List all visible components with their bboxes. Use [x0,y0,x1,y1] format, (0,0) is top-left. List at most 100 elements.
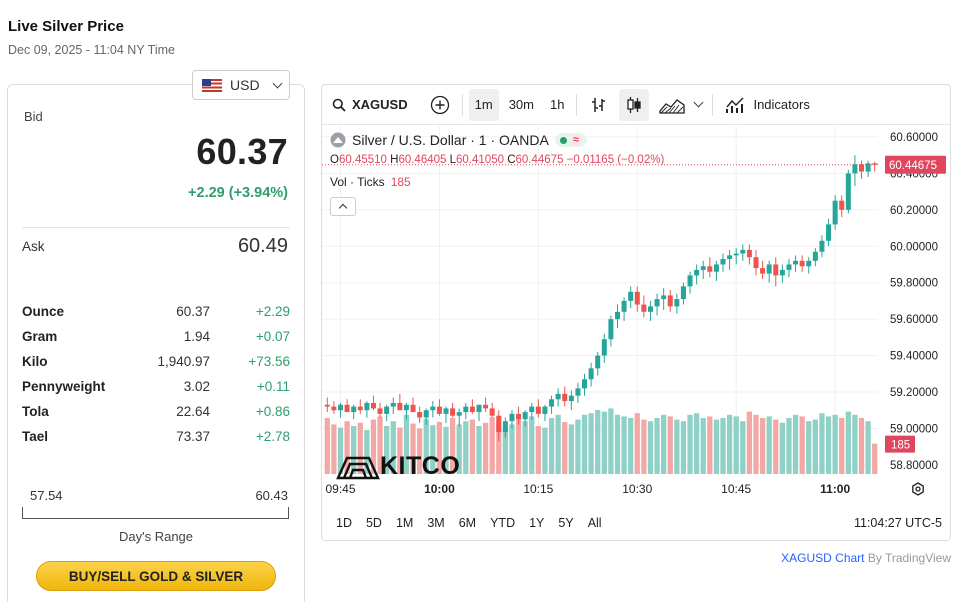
volume-bar [799,416,805,474]
candle-body [489,408,495,416]
area-style-button[interactable] [653,89,691,121]
volume-bar [581,414,588,474]
volume-bar [436,422,443,474]
add-circle-icon [430,95,449,114]
currency-select[interactable]: USD [192,70,290,100]
volume-bar [595,410,601,474]
chart-area[interactable]: 60.60000 60.40000 60.20000 60.00000 59.80000… [322,126,951,502]
high-label: H [390,154,399,166]
indicators-button[interactable]: Indicators [719,89,815,121]
volume-bar [792,414,799,474]
range-all[interactable]: All [587,516,602,530]
unit-price: 1,940.97 [157,354,210,369]
low-value: 60.41050 [456,154,504,166]
volume-bar [779,422,786,474]
bid-value: 60.37 [196,131,288,172]
volume-bar [628,418,634,474]
indicators-label: Indicators [753,97,810,112]
candle-body [760,268,766,274]
x-tick-label: 10:15 [523,482,553,496]
close-value: 60.44675 [515,154,564,166]
candle-body [443,408,449,414]
unit-name: Pennyweight [22,379,106,394]
range-3m[interactable]: 3M [427,516,445,530]
candle-body [793,260,799,265]
divider [22,227,290,228]
volume-bar [858,418,865,474]
compare-button[interactable] [424,89,456,121]
interval-1h[interactable]: 1h [549,97,565,112]
volume-bar [806,421,812,474]
volume-bar [489,417,495,474]
volume-legend: Vol · Ticks 185 [330,175,411,189]
table-row: Tola 22.64 +0.86 [22,399,290,424]
symbol-search-button[interactable]: XAGUSD [322,89,414,121]
table-row: Pennyweight 3.02 +0.11 [22,374,290,399]
toolbar-separator [576,93,578,116]
candle-body [654,299,660,307]
range-5y[interactable]: 5Y [558,516,574,530]
quote-panel: Bid 60.37 +2.29 (+3.94%) Ask 60.49 Ounce… [7,84,305,602]
candle-body [417,412,423,418]
y-tick-label: 60.00000 [890,241,938,253]
unit-name: Gram [22,329,58,344]
volume-bar [403,414,410,474]
candle-body [806,260,812,267]
range-1y[interactable]: 1Y [529,516,545,530]
bar-style-button[interactable] [583,89,613,121]
volume-bar [416,428,423,474]
table-row: Gram 1.94 +0.07 [22,324,290,349]
collapse-legend-button[interactable] [330,197,356,216]
unit-name: Ounce [22,304,65,319]
volume-bar [555,414,561,474]
volume-bar [601,411,607,474]
y-tick-label: 60.20000 [890,205,938,217]
volume-bar [819,413,825,474]
volume-bar [786,418,792,474]
candle-body [799,260,805,267]
day-range-low: 57.54 [30,488,63,503]
buy-sell-button[interactable]: BUY/SELL GOLD & SILVER [36,561,276,591]
ohlc-legend: O60.45510 H60.46405 L60.41050 C60.44675 … [330,154,664,166]
candles-style-button[interactable] [619,88,650,121]
candle-body [390,402,396,407]
range-1m[interactable]: 1M [395,516,414,530]
volume-bar [852,414,858,474]
last-volume-tag [885,435,915,453]
unit-change: +0.07 [255,329,290,344]
candle-body [331,406,337,411]
volume-bar [740,421,746,474]
candle-body [746,249,752,258]
ask-label: Ask [22,239,45,254]
interval-30m[interactable]: 30m [508,97,534,112]
range-6m[interactable]: 6M [458,516,477,530]
volume-bar [608,408,614,474]
candle-body [845,173,851,210]
volume-bar [825,416,832,474]
style-dropdown[interactable] [691,89,706,121]
candle-body [496,415,502,433]
chart-link[interactable]: XAGUSD Chart [781,551,865,565]
candle-body [720,259,726,265]
volume-bar [410,423,416,474]
range-5d[interactable]: 5D [365,516,382,530]
price-chart[interactable]: 60.6000060.4000060.2000060.0000059.80000… [322,126,951,502]
candle-body [859,164,865,172]
chart-legend: Silver / U.S. Dollar · 1 · OANDA ≈ [330,132,587,148]
candle-body [740,249,746,254]
volume-bar [766,416,772,474]
candle-body [588,368,594,380]
y-tick-label: 59.80000 [890,278,938,290]
candle-body [634,291,640,305]
candle-body [687,275,693,287]
y-tick-label: 60.60000 [890,132,938,144]
settings-icon [912,482,924,496]
table-row: Ounce 60.37 +2.29 [22,299,290,324]
interval-1m[interactable]: 1m [468,88,499,121]
candle-body [568,395,574,402]
chart-clock[interactable]: 11:04:27 UTC-5 [853,516,942,530]
tradingview-attribution[interactable]: XAGUSD Chart By TradingView [781,551,951,565]
volume-bar [522,421,528,474]
range-ytd[interactable]: YTD [490,516,516,530]
range-1d[interactable]: 1D [336,516,352,530]
